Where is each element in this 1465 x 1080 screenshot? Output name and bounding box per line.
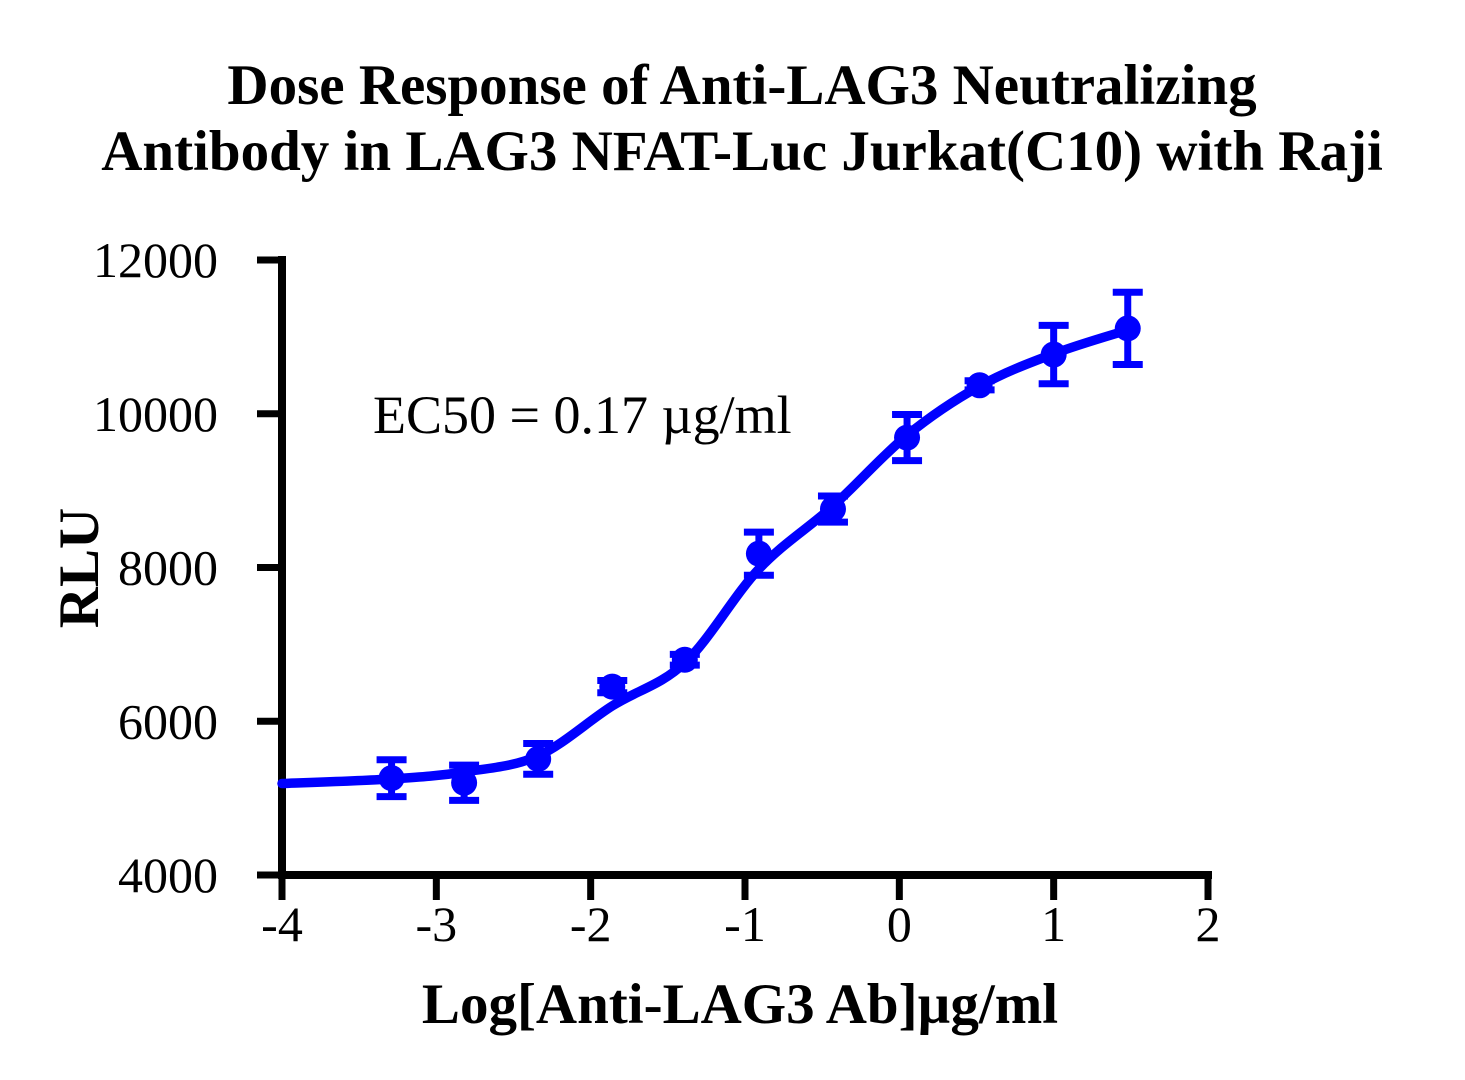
chart-title-line2: Antibody in LAG3 NFAT-Luc Jurkat(C10) wi…	[101, 120, 1383, 183]
y-tick-label: 8000	[118, 540, 218, 596]
data-point-marker	[1040, 341, 1067, 368]
y-tick-label: 12000	[93, 232, 218, 288]
data-point-marker	[745, 540, 772, 567]
y-tick-label: 6000	[118, 693, 218, 749]
data-point-marker	[451, 769, 478, 796]
plot-area	[277, 288, 1143, 804]
x-tick-label: 0	[887, 896, 912, 952]
data-point-marker	[378, 765, 405, 792]
y-tick-label: 4000	[118, 847, 218, 903]
x-tick-label: -2	[570, 896, 612, 952]
x-tick-label: -3	[416, 896, 458, 952]
data-point-marker	[671, 646, 698, 673]
data-point-marker	[1114, 315, 1141, 342]
x-tick-label: -4	[261, 896, 303, 952]
data-point-marker	[894, 424, 921, 451]
ec50-annotation: EC50 = 0.17 µg/ml	[373, 385, 792, 445]
y-axis-title: RLU	[48, 508, 111, 628]
data-point-marker	[966, 372, 993, 399]
data-point-marker	[525, 745, 552, 772]
x-axis-title: Log[Anti-LAG3 Ab]µg/ml	[422, 973, 1058, 1036]
x-tick-label: 2	[1196, 896, 1221, 952]
x-tick-label: -1	[724, 896, 766, 952]
data-point-marker	[599, 673, 626, 700]
y-tick-label: 10000	[93, 386, 218, 442]
axes: 4000 6000 8000 10000 12000 -4 -3 -2 -1 0 1 2	[93, 232, 1221, 952]
data-point-marker	[819, 496, 846, 523]
chart-title-line1: Dose Response of Anti-LAG3 Neutralizing	[227, 54, 1256, 117]
x-tick-label: 1	[1041, 896, 1066, 952]
